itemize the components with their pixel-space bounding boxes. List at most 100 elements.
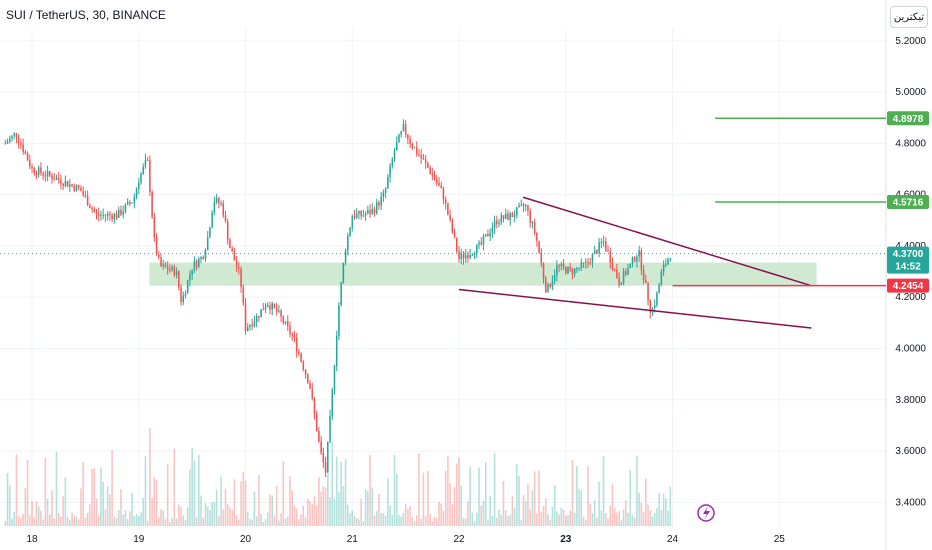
lightning-icon[interactable] — [697, 504, 715, 522]
volume-bar — [315, 504, 318, 526]
candle-body — [124, 204, 127, 212]
candle-body — [509, 213, 511, 220]
candle-body — [462, 254, 465, 259]
volume-bar — [558, 514, 560, 526]
volume-bar — [244, 480, 247, 526]
candle-body — [351, 216, 354, 228]
volume-bar — [576, 466, 578, 526]
volume-bar — [280, 513, 282, 526]
candle-body — [558, 265, 560, 267]
volume-bar — [484, 462, 487, 526]
volume-bar — [215, 489, 218, 526]
volume-bar — [613, 508, 616, 526]
level-tag-label: 4.2454 — [893, 281, 924, 292]
volume-bar — [149, 427, 151, 526]
candle-body — [627, 268, 629, 275]
candle-body — [15, 133, 18, 138]
candle-body — [424, 159, 427, 163]
volume-bar — [469, 466, 471, 526]
candle-body — [438, 182, 440, 186]
brand-button[interactable]: تیکترین — [890, 6, 928, 28]
candle-body — [117, 209, 120, 218]
volume-bar — [46, 498, 49, 526]
candle-body — [11, 135, 13, 139]
candle-body — [471, 254, 474, 256]
candle-body — [222, 203, 225, 216]
candle-body — [533, 222, 536, 233]
volume-bar — [86, 512, 89, 526]
candle-body — [516, 207, 518, 216]
volume-bar — [235, 515, 238, 526]
candle-body — [638, 250, 640, 257]
volume-bar — [151, 497, 153, 526]
candle-body — [109, 213, 111, 216]
candle-body — [37, 167, 40, 175]
candle-body — [340, 282, 342, 306]
volume-bar — [540, 511, 543, 526]
volume-bar — [407, 509, 409, 526]
volume-bar — [420, 518, 422, 526]
candle-body — [593, 250, 596, 255]
volume-bar — [409, 505, 411, 526]
x-tick-label: 18 — [26, 534, 38, 545]
candle-body — [444, 199, 447, 204]
x-tick-label: 21 — [347, 534, 359, 545]
volume-bar — [178, 504, 180, 526]
volume-bar — [231, 510, 233, 526]
candles — [4, 119, 672, 478]
chart-title: SUI / TetherUS, 30, BINANCE — [6, 8, 166, 22]
volume-bar — [647, 504, 649, 526]
volume-bar — [424, 515, 427, 526]
candle-body — [133, 196, 136, 203]
candle-body — [415, 147, 418, 154]
candle-body — [669, 258, 672, 260]
volume-bar — [193, 460, 196, 526]
volume-bar — [300, 514, 302, 526]
candle-body — [24, 152, 27, 154]
volume-bar — [11, 518, 13, 526]
candle-body — [293, 335, 296, 338]
candle-body — [193, 261, 196, 270]
volume-bar — [262, 521, 265, 526]
candle-body — [213, 202, 216, 213]
candle-body — [371, 209, 374, 214]
candle-body — [602, 241, 605, 243]
volume-bar — [404, 504, 407, 526]
volume-bar — [222, 509, 225, 526]
candle-body — [209, 227, 211, 238]
candle-body — [482, 236, 485, 245]
candle-body — [487, 234, 489, 237]
volume-bar — [511, 496, 514, 526]
volume-bar — [73, 515, 76, 526]
volume-bar — [258, 474, 260, 526]
volume-bar — [186, 507, 189, 526]
volume-bar — [129, 511, 131, 526]
volume-bar — [140, 512, 142, 526]
volume-bar — [153, 477, 156, 526]
candle-body — [605, 241, 607, 251]
volume-bar — [307, 499, 309, 526]
volume-bar — [155, 479, 158, 526]
candle-body — [17, 137, 20, 143]
volume-bar — [31, 500, 33, 526]
volume-bar — [347, 504, 349, 526]
volume-bar — [456, 463, 458, 526]
candle-body — [645, 280, 647, 283]
candle-body — [286, 321, 289, 327]
volume-bar — [209, 510, 211, 526]
candle-body — [255, 315, 258, 322]
volume-bar — [591, 513, 594, 526]
volume-bar — [180, 506, 182, 526]
volume-bar — [493, 453, 496, 526]
candle-body — [329, 416, 331, 442]
candle-body — [665, 264, 667, 266]
candle-body — [158, 254, 160, 258]
volume-bar — [35, 501, 38, 526]
volume-bar — [544, 498, 547, 526]
candle-body — [431, 173, 434, 175]
candle-body — [658, 284, 660, 294]
candle-body — [447, 203, 449, 215]
candle-body — [164, 264, 167, 268]
volume-bar — [460, 485, 463, 526]
